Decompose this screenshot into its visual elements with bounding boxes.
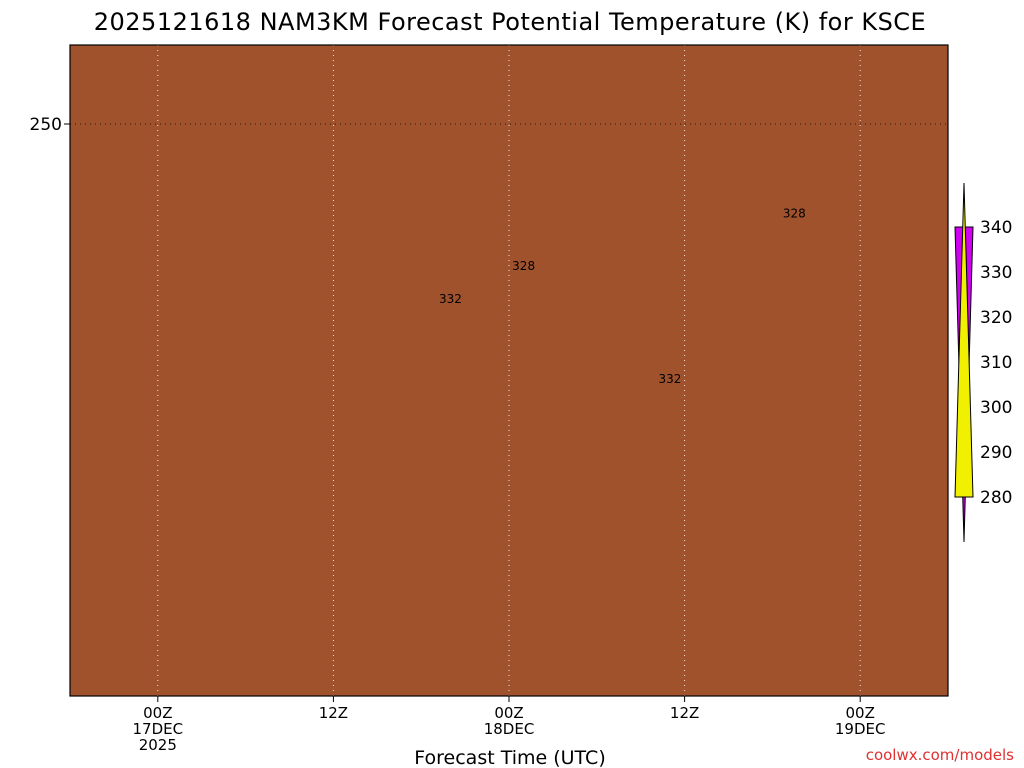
contour-labels: 3323323283283203203203203163163163123123… (439, 206, 806, 386)
x-tick-label: 18DEC (484, 720, 535, 738)
colorbar-tick-label: 320 (980, 308, 1012, 328)
x-tick-label: 17DEC (133, 720, 184, 738)
grid-lines (70, 45, 948, 696)
colorbar-tick-label: 280 (980, 488, 1012, 508)
x-tick-label: 12Z (670, 704, 699, 722)
x-tick-label: 2025 (139, 736, 177, 754)
chart-title: 2025121618 NAM3KM Forecast Potential Tem… (94, 8, 926, 36)
colorbar-tick-label: 340 (980, 218, 1012, 238)
x-tick-label: 19DEC (835, 720, 886, 738)
terrain-fill (70, 45, 948, 696)
colorbar: 280 290 300 310 320 330 340 (954, 182, 1012, 543)
x-tick-label: 00Z (494, 704, 523, 722)
colorbar-tick-label: 290 (980, 443, 1012, 463)
credit-text[interactable]: coolwx.com/models (866, 746, 1014, 764)
x-tick-label: 00Z (143, 704, 172, 722)
contour-label: 328 (512, 259, 535, 273)
y-axis: 2503003504004505005506006507007508008509… (30, 115, 70, 135)
colorbar-tick-label: 300 (980, 398, 1012, 418)
terrain (70, 45, 948, 696)
contour-label: 332 (439, 292, 462, 306)
colorbar-swatch (954, 182, 974, 498)
contour-label: 332 (659, 372, 682, 386)
y-tick-label: 250 (30, 115, 62, 135)
colorbar-tick-label: 330 (980, 263, 1012, 283)
colorbar-tick-label: 310 (980, 353, 1012, 373)
contour-label: 328 (783, 206, 806, 220)
x-tick-label: 12Z (319, 704, 348, 722)
x-axis-label: Forecast Time (UTC) (414, 747, 605, 768)
plot-area: 3323323283283203203203203163163163123123… (70, 45, 948, 696)
x-tick-label: 00Z (846, 704, 875, 722)
